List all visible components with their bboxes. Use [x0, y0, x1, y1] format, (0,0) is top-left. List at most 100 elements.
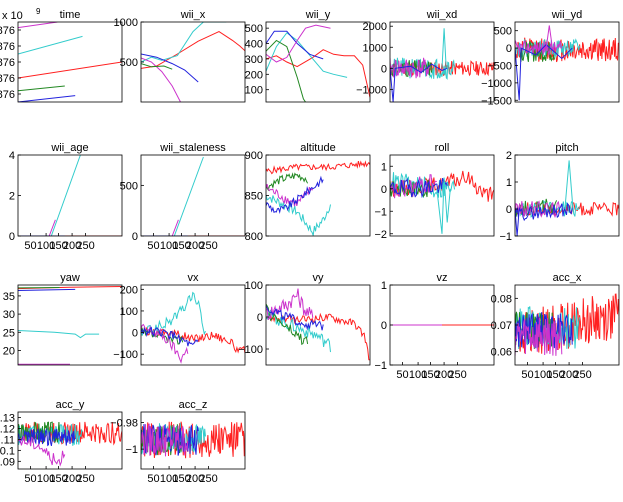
subplot-wii-x: wii_x 500 1000 — [114, 9, 246, 103]
y-tick-label: 35 — [3, 291, 15, 303]
x-tick-label: 200 — [186, 473, 204, 485]
y-tick-label: 1.2876 — [0, 25, 15, 37]
y-tick-label: 0.11 — [0, 434, 15, 446]
y-tick-label: 0.06 — [491, 347, 512, 359]
axes-box — [17, 411, 123, 470]
y-tick-label: 0 — [506, 204, 512, 216]
series-line-6 — [441, 28, 447, 69]
subplot-wii-y: wii_y 100 200 300 400 500 — [245, 9, 371, 103]
series-line-4 — [18, 427, 76, 447]
subplot-pitch: pitch −1 0 1 2 — [499, 142, 620, 243]
x-tick-label: 100 — [160, 473, 178, 485]
series-line-3 — [266, 194, 331, 236]
series-line-2 — [266, 309, 331, 353]
axes-box — [514, 21, 620, 103]
series-line-5 — [515, 317, 563, 356]
subplot-title: wii_yd — [551, 9, 583, 21]
series-line-5 — [390, 177, 448, 199]
series-line-5 — [18, 435, 66, 467]
series-line-4 — [141, 323, 189, 364]
series-line-1 — [18, 421, 122, 446]
y-tick-label: 1000 — [114, 17, 138, 29]
subplot-title: roll — [435, 142, 450, 154]
series-line-1 — [141, 31, 245, 69]
y-tick-label: −2 — [374, 229, 387, 241]
series-line-3 — [18, 61, 122, 79]
series-line-1 — [515, 37, 619, 63]
series-line-3 — [18, 155, 81, 236]
series-line-4 — [266, 288, 314, 320]
series-group — [18, 421, 122, 467]
axes-box — [389, 21, 495, 103]
series-group — [18, 22, 122, 102]
y-tick-label: 1.2876 — [0, 57, 15, 69]
y-tick-label: 1.2876 — [0, 41, 15, 53]
x-tick-label: 250 — [199, 473, 217, 485]
y-tick-label: 25 — [3, 327, 15, 339]
subplot-vx: vx −100 0 100 200 — [113, 272, 246, 366]
series-group — [266, 288, 370, 361]
series-group — [141, 22, 245, 102]
subplot-title: altitude — [300, 142, 335, 154]
series-group — [18, 286, 122, 365]
axes-box — [140, 284, 246, 366]
x-tick-label: 250 — [573, 369, 591, 381]
series-line-2 — [18, 35, 83, 55]
axes-box — [265, 284, 371, 366]
series-group — [141, 421, 245, 459]
x-tick-label: 150 — [172, 473, 190, 485]
series-line-5 — [141, 423, 189, 457]
subplot-roll: roll −2 −1 0 1 — [374, 142, 495, 241]
y-tick-label: 1 — [381, 161, 387, 173]
x-tick-label: 250 — [76, 240, 94, 252]
y-tick-label: 1.2876 — [0, 89, 15, 101]
y-tick-label: 850 — [245, 191, 263, 203]
subplot-title: vx — [188, 272, 200, 284]
series-line-6 — [545, 25, 553, 49]
y-tick-label: −100 — [238, 344, 263, 356]
y-tick-label: 200 — [120, 284, 138, 296]
y-tick-label: 500 — [120, 57, 138, 69]
y-tick-label: −1 — [499, 231, 512, 243]
x-tick-label: 50 — [147, 473, 159, 485]
series-line-5 — [18, 95, 76, 102]
x-tick-label: 50 — [147, 240, 159, 252]
series-group — [266, 24, 370, 102]
y-tick-label: 1.2876 — [0, 73, 15, 85]
y-tick-label: −500 — [487, 60, 512, 72]
series-line-4 — [141, 57, 181, 102]
x-tick-label: 50 — [396, 369, 408, 381]
y-tick-label: 0.07 — [491, 320, 512, 332]
y-tick-label: 500 — [245, 23, 263, 35]
x-tick-label: 100 — [37, 473, 55, 485]
y-tick-label: 100 — [245, 280, 263, 292]
subplot-time: time x 10 9 1.2876 1.2876 1.2876 1.2876 1.2876 — [0, 7, 123, 103]
y-tick-label: 2000 — [363, 21, 387, 33]
y-tick-label: 0 — [381, 63, 387, 75]
subplot-title: time — [60, 9, 81, 21]
y-tick-label: 0.12 — [0, 423, 15, 435]
y-tick-label: 0 — [257, 312, 263, 324]
subplot-title: pitch — [555, 142, 578, 154]
axes-box — [265, 154, 371, 237]
y-tick-label: 400 — [245, 39, 263, 51]
x-tick-label: 50 — [24, 473, 36, 485]
x-tick-label: 50 — [521, 369, 533, 381]
series-line-2 — [141, 219, 179, 236]
series-line-4 — [18, 85, 65, 92]
y-tick-label: 30 — [3, 309, 15, 321]
x-tick-label: 100 — [160, 240, 178, 252]
y-tick-label: 2 — [506, 150, 512, 162]
y-tick-label: −1000 — [356, 84, 387, 96]
series-line-2 — [141, 22, 227, 63]
series-line-5 — [141, 326, 199, 347]
series-line-6 — [436, 177, 451, 234]
series-line-2 — [18, 219, 56, 236]
y-tick-label: 1 — [506, 177, 512, 189]
series-line-1 — [18, 22, 58, 29]
series-group — [18, 155, 122, 236]
x-tick-label: 150 — [49, 473, 67, 485]
y-tick-label: −100 — [113, 349, 138, 361]
